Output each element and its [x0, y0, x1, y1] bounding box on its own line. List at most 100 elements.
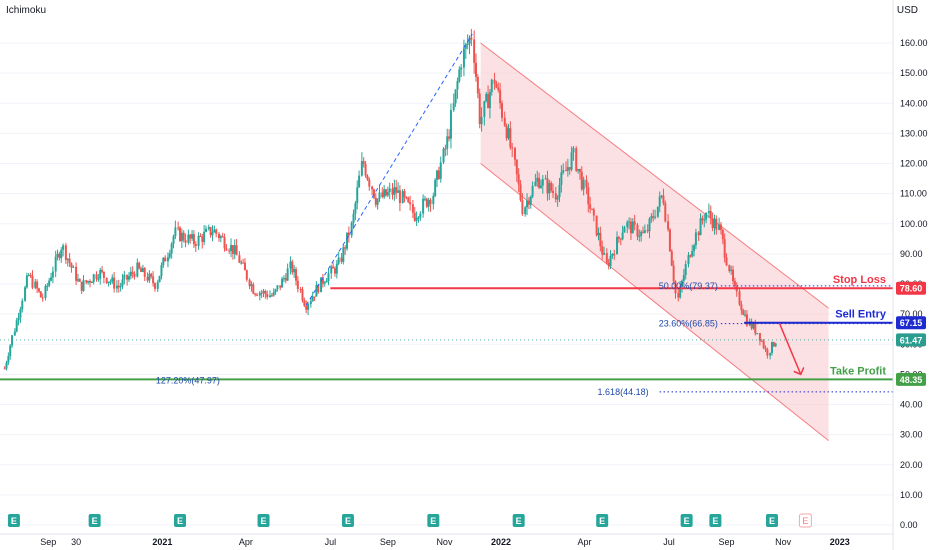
- candle-body: [423, 198, 426, 200]
- candle-body: [539, 185, 542, 188]
- candle-body: [758, 333, 761, 341]
- candle-body: [248, 279, 251, 287]
- candle-body: [37, 288, 40, 292]
- candle-body: [694, 232, 697, 246]
- candle-body: [150, 273, 153, 277]
- candle-body: [29, 275, 32, 277]
- candle-body: [529, 196, 532, 205]
- earnings-marker[interactable]: E: [174, 514, 187, 527]
- candle-body: [668, 229, 671, 252]
- candle-body: [568, 167, 571, 170]
- candle-body: [376, 198, 379, 205]
- candle-body: [760, 340, 763, 342]
- earnings-marker-letter: E: [345, 516, 351, 526]
- earnings-marker[interactable]: E: [7, 514, 20, 527]
- last-price-badge-text: 61.47: [900, 335, 923, 345]
- candle-body: [215, 229, 218, 234]
- candle-body: [623, 227, 626, 233]
- candle-body: [480, 116, 483, 125]
- candle-body: [337, 257, 340, 264]
- candle-body: [70, 263, 73, 268]
- candle-body: [180, 232, 183, 242]
- indicator-label[interactable]: Ichimoku: [6, 5, 47, 16]
- candle-body: [527, 200, 530, 205]
- earnings-marker[interactable]: E: [427, 514, 440, 527]
- candle-body: [371, 186, 374, 190]
- price-axis[interactable]: 160.00 150.00 140.00 130.00 120.00 110.00 100.…: [892, 0, 928, 550]
- candle-body: [524, 207, 527, 215]
- candle-body: [293, 269, 296, 273]
- stop-loss-badge: [896, 281, 926, 295]
- take-profit-label: Take Profit: [830, 365, 886, 377]
- candle-body: [697, 232, 700, 236]
- candle-body: [296, 280, 299, 289]
- candle-body: [715, 218, 718, 230]
- earnings-marker[interactable]: E: [709, 514, 722, 527]
- candle-body: [9, 345, 12, 357]
- candle-body: [654, 216, 657, 218]
- candle-body: [346, 232, 349, 249]
- candle-body: [50, 277, 53, 281]
- candle-body: [231, 245, 234, 254]
- channel-fill: [480, 43, 829, 441]
- candle-body: [303, 300, 306, 306]
- candle-body: [719, 224, 722, 230]
- candle-body: [221, 236, 224, 238]
- future-earnings-box: [798, 513, 812, 528]
- y-tick-label: 150.00: [900, 68, 928, 78]
- candle-body: [238, 255, 241, 263]
- candle-body: [660, 195, 663, 197]
- candle-body: [707, 211, 710, 213]
- candle-body: [403, 191, 406, 198]
- fib-trend-line: [305, 33, 473, 306]
- candle-body: [352, 213, 355, 223]
- earnings-marker[interactable]: E: [596, 514, 609, 527]
- x-tick-label: Jul: [663, 537, 675, 547]
- earnings-marker[interactable]: E: [680, 514, 693, 527]
- earnings-marker[interactable]: E: [257, 514, 270, 527]
- candle-body: [626, 222, 629, 228]
- candle-body: [211, 232, 214, 236]
- candle-body: [446, 136, 449, 149]
- candle-body: [123, 274, 126, 280]
- candle-body: [519, 184, 522, 201]
- candle-body: [616, 236, 619, 255]
- candle-body: [82, 280, 85, 291]
- sell-entry-badge: [896, 316, 926, 330]
- candle-body: [493, 79, 496, 84]
- candle-body: [670, 251, 673, 266]
- candle-body: [638, 235, 641, 237]
- candle-body: [640, 231, 643, 236]
- candle-body: [97, 278, 100, 280]
- candle-body: [242, 262, 245, 264]
- earnings-marker-letter: E: [177, 516, 183, 526]
- candle-body: [643, 230, 646, 233]
- candle-body: [503, 117, 506, 126]
- earnings-marker[interactable]: E: [341, 514, 354, 527]
- candle-body: [764, 347, 767, 350]
- candle-body: [582, 179, 585, 190]
- candle-body: [687, 255, 690, 265]
- price-candles: [3, 28, 777, 371]
- candle-body: [609, 255, 612, 266]
- candle-body: [754, 323, 757, 334]
- candle-body: [740, 304, 743, 311]
- candle-body: [136, 262, 139, 277]
- stop-loss-badge-text: 78.60: [900, 284, 923, 294]
- candle-body: [513, 147, 516, 160]
- earnings-marker[interactable]: E: [512, 514, 525, 527]
- earnings-marker[interactable]: E: [88, 514, 101, 527]
- fib-level-label: 1.618(44.18): [598, 387, 649, 397]
- candle-body: [607, 262, 610, 266]
- earnings-marker[interactable]: E: [765, 514, 778, 527]
- descending-channel[interactable]: [480, 42, 829, 442]
- candle-body: [589, 204, 592, 209]
- time-axis[interactable]: Sep 30 2021 Apr Jul Sep Nov 2022 Apr Jul Sep Nov 202…: [0, 533, 893, 547]
- candle-body: [718, 224, 721, 230]
- candle-body: [203, 231, 206, 242]
- candle-body: [356, 187, 359, 204]
- future-earnings-marker[interactable]: E: [798, 513, 812, 528]
- grid: [0, 42, 893, 526]
